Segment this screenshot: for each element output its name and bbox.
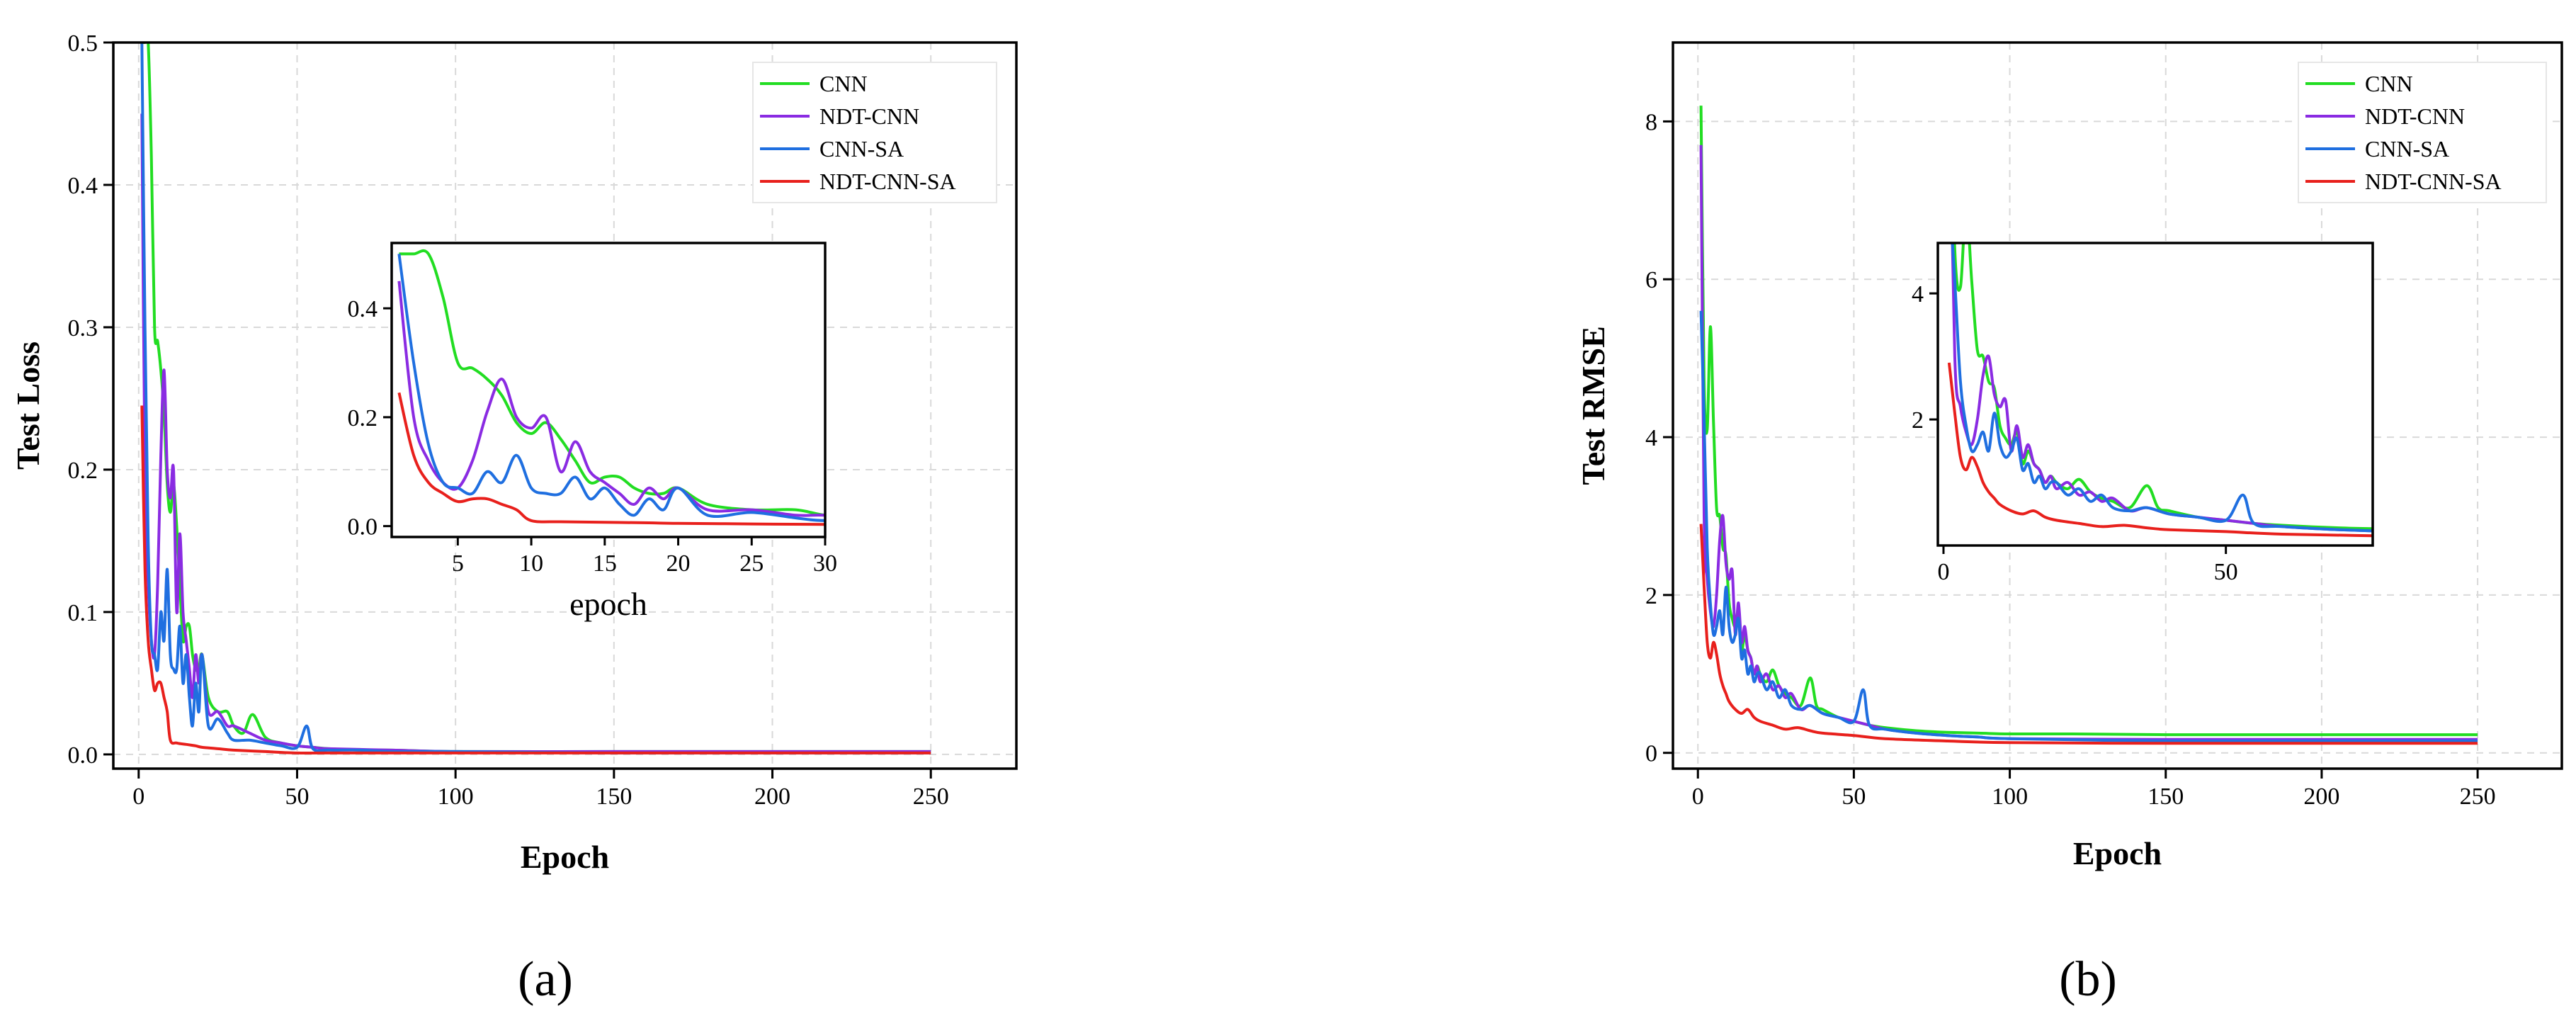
- inset-x-axis-label: epoch: [569, 586, 647, 622]
- y-tick-label: 0.1: [68, 600, 98, 626]
- series-line-ndt-cnn-sa: [140, 405, 931, 755]
- x-tick-label: 50: [285, 784, 309, 810]
- y-tick-label: 8: [1645, 109, 1657, 135]
- x-tick-label: 100: [438, 784, 474, 810]
- x-tick-label: 200: [754, 784, 790, 810]
- legend-entry: NDT-CNN-SA: [2365, 169, 2502, 194]
- inset-x-tick-label: 30: [813, 550, 837, 577]
- plot-frame: [1672, 41, 2563, 770]
- inset-x-tick-label: 10: [519, 550, 543, 577]
- x-axis-label: Epoch: [2073, 835, 2162, 871]
- series-line-cnn-sa: [1699, 310, 2478, 743]
- inset-y-tick-label: 0.4: [348, 296, 378, 322]
- series-line-ndt-cnn-sa: [1699, 524, 2478, 745]
- panel-a: 0 50 100 150 200 250 0.0 0.1 0.2 0.3 0.4 0.5 Epoch Te…: [10, 30, 1018, 1007]
- panel-label: (a): [518, 952, 573, 1007]
- y-tick-label: 0.0: [68, 742, 98, 769]
- series-line-cnn-sa: [140, 43, 931, 755]
- legend-entry: NDT-CNN: [2365, 103, 2465, 129]
- y-tick-label: 0.5: [68, 30, 98, 57]
- inset-background: [1938, 243, 2373, 545]
- inset-y-tick-label: 0.0: [348, 514, 378, 541]
- y-tick-label: 2: [1645, 583, 1657, 609]
- x-tick-label: 250: [2460, 784, 2496, 810]
- y-tick-label: 0: [1645, 741, 1657, 767]
- legend-entry: CNN: [2365, 71, 2413, 96]
- x-tick-label: 150: [596, 784, 632, 810]
- series-line-ndt-cnn-sa: [397, 392, 825, 526]
- inset-x-tick-label: 5: [452, 550, 464, 577]
- inset-background: [392, 243, 825, 537]
- legend-box: [752, 62, 997, 203]
- x-tick-label: 50: [1842, 784, 1866, 810]
- legend-entry: NDT-CNN: [819, 103, 919, 129]
- plot-frame: [112, 41, 1018, 770]
- series-line-cnn: [1953, 243, 2373, 531]
- series-line-cnn: [399, 249, 825, 517]
- x-axis-label: Epoch: [521, 839, 609, 875]
- inset-x-tick-label: 50: [2214, 559, 2238, 585]
- inset-x-tick-label: 15: [593, 550, 617, 577]
- inset-y-tick-label: 2: [1912, 407, 1924, 434]
- inset-x-tick-label: 25: [739, 550, 764, 577]
- legend-entry: NDT-CNN-SA: [819, 169, 956, 194]
- x-tick-label: 100: [1992, 784, 2028, 810]
- series-line-ndt-cnn-sa: [1947, 362, 2373, 538]
- x-tick-label: 0: [1692, 784, 1704, 810]
- x-tick-label: 0: [132, 784, 144, 810]
- inset-y-tick-label: 4: [1912, 281, 1924, 307]
- inset-frame: [390, 242, 827, 538]
- series-line-ndt-cnn: [1951, 243, 2373, 533]
- x-tick-label: 250: [913, 784, 949, 810]
- y-tick-label: 0.2: [68, 458, 98, 484]
- legend-entry: CNN-SA: [819, 136, 904, 162]
- y-tick-label: 4: [1645, 425, 1657, 451]
- x-tick-label: 150: [2147, 784, 2184, 810]
- y-tick-label: 6: [1645, 267, 1657, 293]
- inset-y-tick-label: 0.2: [348, 405, 378, 431]
- x-tick-label: 200: [2303, 784, 2339, 810]
- legend-entry: CNN-SA: [2365, 136, 2449, 162]
- legend-box: [2298, 62, 2547, 203]
- series-line-ndt-cnn: [397, 281, 825, 517]
- y-tick-label: 0.3: [68, 315, 98, 341]
- y-tick-label: 0.4: [68, 173, 98, 199]
- inset-x-tick-label: 20: [666, 550, 691, 577]
- series-line-cnn-sa: [1951, 243, 2373, 533]
- inset-frame: [1936, 242, 2374, 547]
- inset-x-tick-label: 0: [1937, 559, 1949, 585]
- series-line-cnn-sa: [397, 254, 825, 522]
- legend-entry: CNN: [819, 71, 868, 96]
- panel-label: (b): [2059, 952, 2117, 1007]
- y-axis-label: Test Loss: [10, 341, 46, 470]
- y-axis-label: Test RMSE: [1575, 326, 1611, 485]
